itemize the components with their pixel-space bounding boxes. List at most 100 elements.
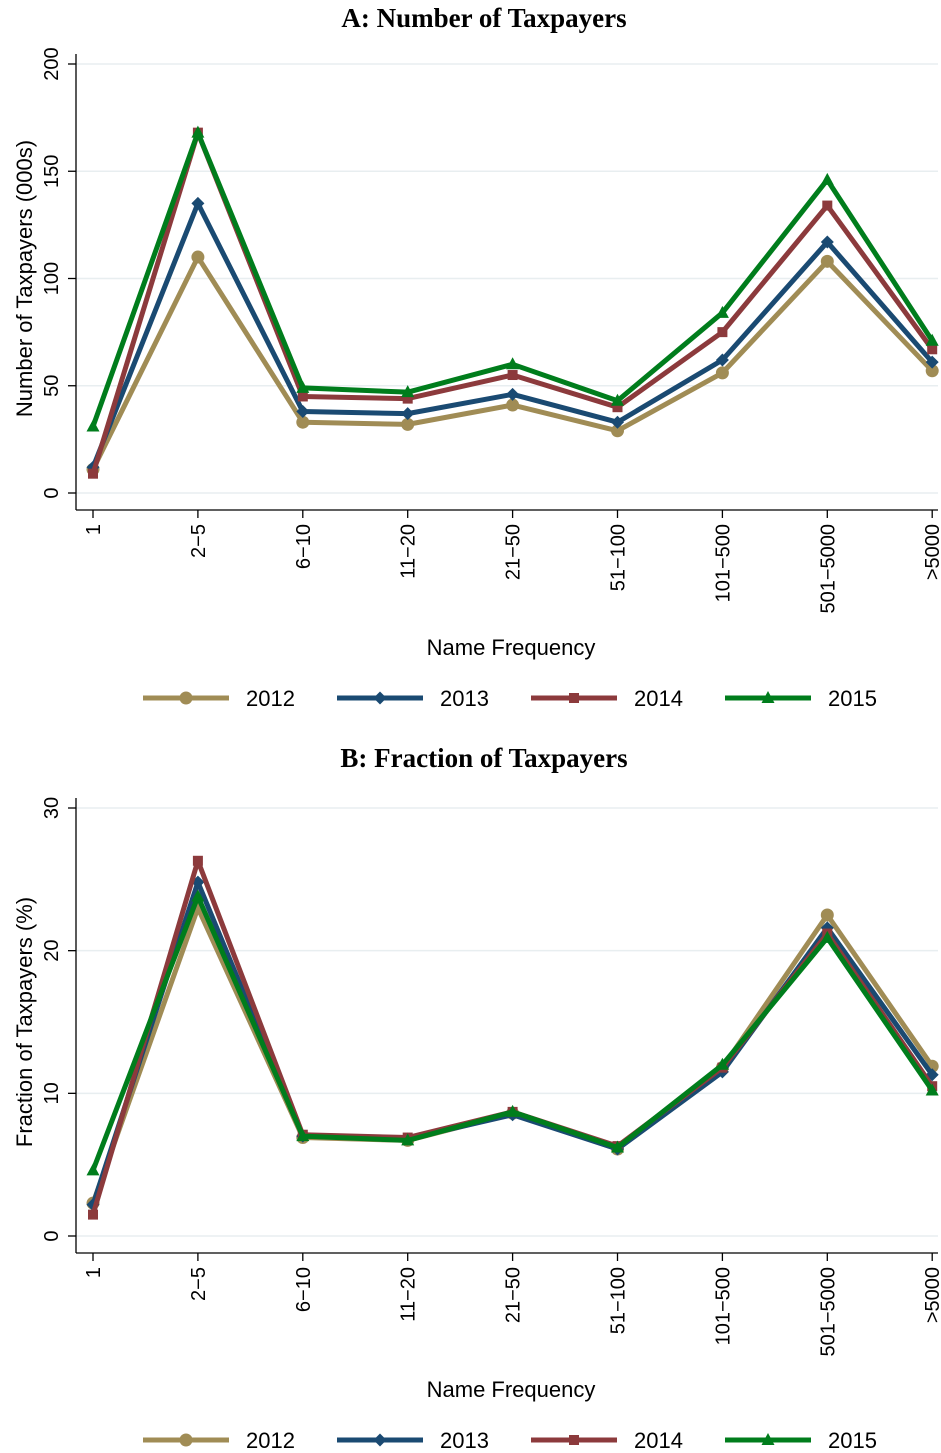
legend: 2012 2013 2014 2015: [143, 1428, 877, 1453]
legend: 2012 2013 2014 2015: [143, 686, 877, 711]
x-axis-title: Name Frequency: [427, 635, 596, 660]
x-tick-label: 51−100: [608, 1267, 630, 1334]
y-tick-label: 0: [41, 1230, 63, 1241]
data-point: [401, 1133, 415, 1146]
y-tick-label: 100: [41, 262, 63, 295]
x-tick-label: 501−5000: [817, 1267, 839, 1357]
data-point: [86, 1163, 100, 1176]
x-tick-label: 1: [83, 524, 105, 535]
x-tick-label: >5000: [922, 1267, 941, 1323]
data-point: [506, 1104, 520, 1117]
x-tick-label: >5000: [922, 524, 941, 580]
series-2013: [86, 196, 939, 474]
data-point: [925, 1083, 939, 1096]
series-line: [90, 130, 935, 430]
data-point: [715, 305, 729, 318]
data-point: [191, 196, 205, 210]
legend-marker: [179, 691, 193, 705]
data-point: [717, 327, 728, 338]
chart-title: A: Number of Taxpayers: [341, 3, 626, 33]
series-2014: [88, 855, 938, 1220]
data-point: [507, 370, 518, 381]
data-point: [925, 364, 939, 378]
legend-label: 2015: [828, 686, 877, 711]
data-point: [611, 393, 624, 406]
x-tick-label: 101−500: [712, 524, 734, 602]
series-2015: [86, 125, 939, 432]
data-point: [296, 415, 310, 429]
x-tick-label: 6−10: [293, 524, 315, 569]
panel-a: A: Number of Taxpayers 0 50 100 150 200 1 2−5 6−…: [12, 3, 941, 711]
data-point: [820, 930, 834, 943]
data-point: [506, 387, 520, 401]
data-point: [401, 407, 415, 421]
data-point: [506, 357, 520, 370]
data-point: [925, 333, 939, 346]
legend-label: 2015: [828, 1428, 877, 1453]
legend-label: 2014: [634, 1428, 683, 1453]
legend-label: 2013: [440, 686, 489, 711]
data-point: [296, 380, 310, 393]
x-tick-label: 2−5: [188, 524, 210, 558]
legend-marker: [569, 1435, 579, 1445]
data-point: [715, 366, 729, 380]
y-tick-label: 30: [41, 797, 63, 819]
legend-label: 2012: [246, 686, 295, 711]
y-tick-label: 200: [41, 47, 63, 80]
y-tick-label: 10: [41, 1082, 63, 1104]
x-tick-label: 6−10: [293, 1267, 315, 1312]
data-point: [611, 1140, 624, 1153]
data-point: [925, 355, 939, 369]
x-axis-title: Name Frequency: [427, 1377, 596, 1402]
y-tick-label: 20: [41, 940, 63, 962]
data-point: [297, 391, 308, 402]
legend-label: 2013: [440, 1428, 489, 1453]
x-tick-label: 1: [83, 1267, 105, 1278]
data-point: [191, 125, 205, 138]
data-point: [296, 1129, 310, 1142]
legend-marker: [373, 1433, 387, 1447]
x-tick-label: 11−20: [398, 1267, 420, 1322]
legend-marker: [179, 1433, 193, 1447]
data-point: [506, 398, 520, 412]
data-point: [86, 419, 100, 432]
data-point: [927, 344, 938, 355]
series-2013: [86, 875, 939, 1212]
panel-b: B: Fraction of Taxpayers 0 10 20 30 1 2−5 6−10 1…: [12, 743, 941, 1453]
series-line: [90, 858, 935, 1218]
data-point: [611, 415, 624, 429]
x-tick-label: 21−50: [503, 1267, 525, 1323]
data-point: [820, 172, 834, 185]
x-tick-label: 501−5000: [817, 524, 839, 614]
y-tick-label: 0: [41, 487, 63, 498]
legend-label: 2012: [246, 1428, 295, 1453]
x-tick-label: 21−50: [503, 524, 525, 580]
legend-marker: [373, 691, 387, 705]
y-axis-title: Number of Taxpayers (000s): [12, 140, 37, 417]
data-point: [401, 417, 415, 431]
y-tick-label: 50: [41, 375, 63, 397]
series-line: [90, 200, 935, 470]
data-point: [191, 889, 205, 902]
data-point: [401, 385, 415, 398]
x-tick-label: 101−500: [712, 1267, 734, 1345]
x-tick-label: 2−5: [188, 1267, 210, 1301]
series-2015: [86, 889, 939, 1176]
legend-label: 2014: [634, 686, 683, 711]
legend-marker: [761, 691, 775, 703]
data-point: [715, 353, 729, 367]
legend-marker: [569, 693, 579, 703]
x-tick-label: 51−100: [608, 524, 630, 591]
series-line: [90, 879, 935, 1208]
data-point: [611, 424, 624, 438]
data-point: [820, 235, 834, 249]
legend-marker: [761, 1433, 775, 1445]
x-tick-label: 11−20: [398, 524, 420, 579]
series-line: [90, 905, 935, 1206]
data-point: [191, 250, 205, 264]
y-axis-title: Fraction of Taxpayers (%): [12, 897, 37, 1147]
data-point: [296, 404, 310, 418]
data-point: [820, 254, 834, 268]
data-point: [715, 1057, 729, 1070]
